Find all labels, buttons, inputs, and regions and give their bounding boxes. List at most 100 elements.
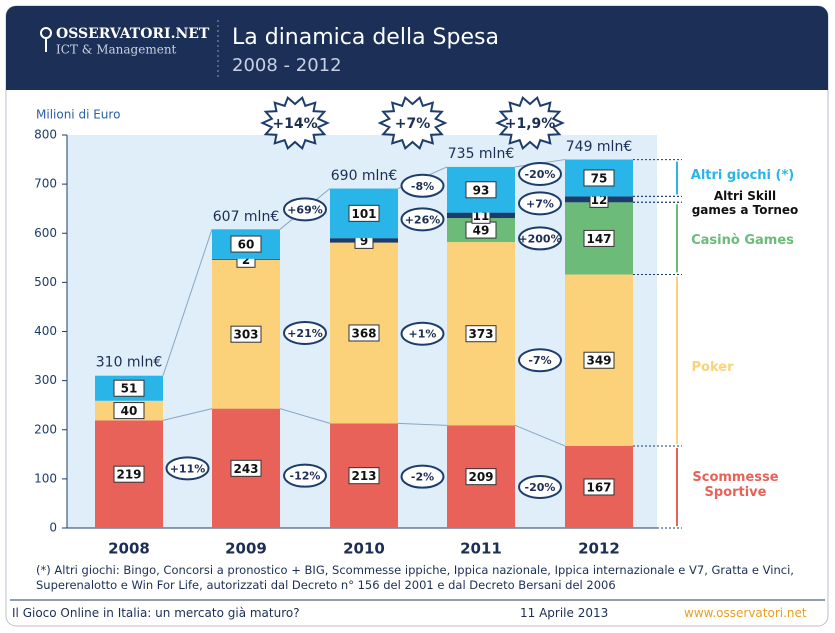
total-change-label: +14%: [272, 116, 317, 132]
value-box: [230, 325, 262, 343]
value-box: [583, 169, 615, 187]
change-label: +69%: [287, 203, 323, 216]
y-tick-label: 100: [34, 471, 57, 485]
change-label: +7%: [526, 197, 554, 210]
value-label: 101: [351, 207, 376, 221]
change-label: -20%: [525, 168, 556, 181]
total-label: 607 mln€: [213, 209, 279, 225]
x-tick-label: 2012: [578, 540, 620, 558]
change-label: +200%: [518, 232, 561, 245]
y-tick-label: 200: [34, 422, 57, 436]
footer-left: Il Gioco Online in Italia: un mercato gi…: [12, 606, 300, 620]
value-label: 75: [591, 171, 608, 185]
change-badge: [260, 95, 330, 151]
change-oval: [165, 456, 210, 481]
value-label: 209: [468, 470, 493, 484]
value-label: 303: [233, 328, 258, 342]
value-label: 373: [468, 327, 493, 341]
value-box: [583, 478, 615, 496]
change-oval: [518, 474, 562, 499]
legend-label: Scommesse Sportive: [692, 470, 779, 500]
change-label: -8%: [411, 180, 434, 193]
change-oval: [518, 191, 562, 216]
connector: [162, 408, 213, 421]
title: La dinamica della Spesa: [232, 25, 499, 50]
footer-date: 11 Aprile 2013: [520, 606, 609, 620]
value-box: [230, 459, 262, 477]
footnote: (*) Altri giochi: Bingo, Concorsi a pron…: [36, 563, 794, 592]
value-box: [348, 467, 380, 485]
change-oval: [283, 197, 327, 222]
value-label: 93: [473, 183, 490, 197]
value-label: 349: [586, 354, 611, 368]
value-box: [113, 402, 145, 420]
value-label: 51: [121, 382, 138, 396]
total-change-label: +1,9%: [505, 116, 556, 132]
change-oval: [400, 173, 445, 198]
connector: [162, 229, 213, 376]
change-oval: [518, 226, 562, 251]
change-label: -7%: [528, 354, 551, 367]
value-label: 40: [121, 404, 138, 418]
footer-site: www.osservatori.net: [684, 606, 807, 620]
connector: [514, 424, 566, 447]
value-box: [113, 465, 145, 483]
total-label: 735 mln€: [448, 146, 514, 162]
total-label: 749 mln€: [566, 139, 632, 155]
value-label: 60: [238, 238, 255, 252]
value-label: 49: [473, 224, 490, 238]
value-box: [583, 351, 615, 369]
header-band: [6, 6, 828, 90]
logo-sub: ICT & Management: [56, 43, 177, 57]
value-box: [465, 468, 497, 486]
change-label: +26%: [405, 213, 441, 226]
y-tick-label: 800: [34, 128, 57, 142]
value-label: 243: [233, 462, 258, 476]
change-oval: [400, 207, 445, 232]
y-tick-label: 0: [49, 521, 57, 535]
connector: [279, 408, 331, 424]
change-oval: [283, 320, 327, 345]
change-label: -12%: [290, 470, 321, 483]
change-oval: [518, 348, 562, 373]
value-label: 2: [242, 253, 250, 267]
change-label: +21%: [287, 327, 323, 340]
change-label: +11%: [170, 462, 206, 475]
connector: [397, 422, 448, 426]
value-box: [348, 204, 380, 222]
change-badge: [377, 95, 448, 151]
change-label: -2%: [411, 471, 434, 484]
change-badge: [495, 95, 565, 151]
change-oval: [400, 321, 445, 346]
legend-label: Poker: [691, 360, 734, 375]
x-tick-label: 2009: [225, 540, 267, 558]
y-axis-title: Milioni di Euro: [36, 108, 120, 122]
change-oval: [518, 161, 562, 186]
value-box: [348, 324, 380, 342]
value-label: 219: [116, 468, 141, 482]
value-label: 9: [360, 234, 368, 248]
legend-label: Altri Skill games a Torneo: [691, 189, 799, 217]
total-label: 310 mln€: [96, 355, 162, 371]
logo: OSSERVATORI.NET: [56, 26, 210, 42]
y-tick-label: 700: [34, 177, 57, 191]
y-tick-label: 300: [34, 373, 57, 387]
subtitle: 2008 - 2012: [232, 55, 342, 76]
value-label: 213: [351, 469, 376, 483]
total-label: 690 mln€: [331, 168, 397, 184]
value-box: [583, 229, 615, 247]
value-box: [230, 235, 262, 253]
change-oval: [400, 464, 445, 489]
change-label: +1%: [409, 328, 437, 341]
total-change-label: +7%: [395, 116, 431, 132]
value-box: [465, 325, 497, 343]
y-tick-label: 600: [34, 226, 57, 240]
x-tick-label: 2010: [343, 540, 385, 558]
legend-label: Casinò Games: [691, 233, 794, 248]
y-tick-label: 400: [34, 324, 57, 338]
value-label: 167: [586, 480, 611, 494]
legend-label: Altri giochi (*): [690, 168, 795, 183]
value-box: [465, 181, 497, 199]
